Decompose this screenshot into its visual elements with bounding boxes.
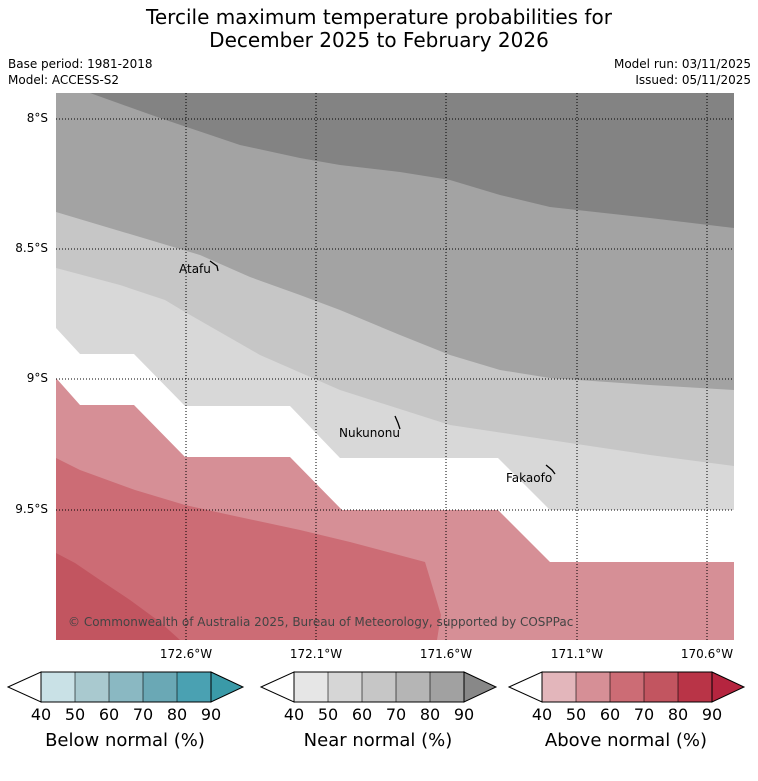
above-tick-90: 90 (701, 705, 723, 724)
above-tick-80: 80 (667, 705, 689, 724)
nukunonu-atoll (394, 415, 401, 430)
above-normal-label: Above normal (%) (544, 730, 708, 751)
issued-date: Issued: 05/11/2025 (635, 73, 751, 87)
lon-label-172-1w: 172.1°W (289, 647, 343, 661)
atafu-atoll (209, 260, 219, 272)
gridlines (56, 93, 734, 640)
place-nukunonu: Nukunonu (339, 426, 400, 440)
title-line-1: Tercile maximum temperature probabilitie… (146, 5, 612, 29)
lat-label-8-5s: 8.5°S (15, 241, 48, 255)
lon-label-171-1w: 171.1°W (550, 647, 604, 661)
copyright-notice: © Commonwealth of Australia 2025, Bureau… (68, 615, 574, 629)
lon-label-172-6w: 172.6°W (159, 647, 213, 661)
place-fakaofo: Fakaofo (506, 471, 553, 485)
near-normal-colorbar (259, 671, 498, 703)
above-normal-70-region (56, 553, 180, 640)
near-tick-80: 80 (419, 705, 441, 724)
below-normal-label: Below normal (%) (45, 730, 205, 751)
near-tick-60: 60 (351, 705, 373, 724)
above-normal-colorbar (507, 671, 746, 703)
near-tick-90: 90 (453, 705, 475, 724)
above-tick-40: 40 (531, 705, 553, 724)
near-normal-label: Near normal (%) (303, 730, 453, 751)
below-tick-90: 90 (200, 705, 222, 724)
lat-label-9s: 9°S (26, 371, 48, 385)
below-tick-80: 80 (166, 705, 188, 724)
base-period: Base period: 1981-2018 (8, 57, 153, 71)
lat-label-8s: 8°S (26, 111, 48, 125)
near-tick-50: 50 (317, 705, 339, 724)
above-tick-50: 50 (565, 705, 587, 724)
near-tick-40: 40 (283, 705, 305, 724)
lon-label-171-6w: 171.6°W (419, 647, 473, 661)
near-normal-90-region (56, 93, 734, 228)
above-tick-60: 60 (599, 705, 621, 724)
title-line-2: December 2025 to February 2026 (209, 28, 549, 52)
model-name: Model: ACCESS-S2 (8, 73, 120, 87)
lat-label-9-5s: 9.5°S (15, 502, 48, 516)
below-tick-40: 40 (30, 705, 52, 724)
fakaofo-atoll (545, 464, 556, 475)
above-normal-60-region (56, 458, 441, 640)
above-tick-70: 70 (633, 705, 655, 724)
below-tick-50: 50 (64, 705, 86, 724)
below-tick-70: 70 (132, 705, 154, 724)
near-tick-70: 70 (385, 705, 407, 724)
below-tick-60: 60 (98, 705, 120, 724)
place-atafu: Atafu (179, 262, 211, 276)
lon-label-170-6w: 170.6°W (680, 647, 734, 661)
model-run: Model run: 03/11/2025 (613, 57, 751, 71)
below-normal-colorbar (6, 671, 245, 703)
